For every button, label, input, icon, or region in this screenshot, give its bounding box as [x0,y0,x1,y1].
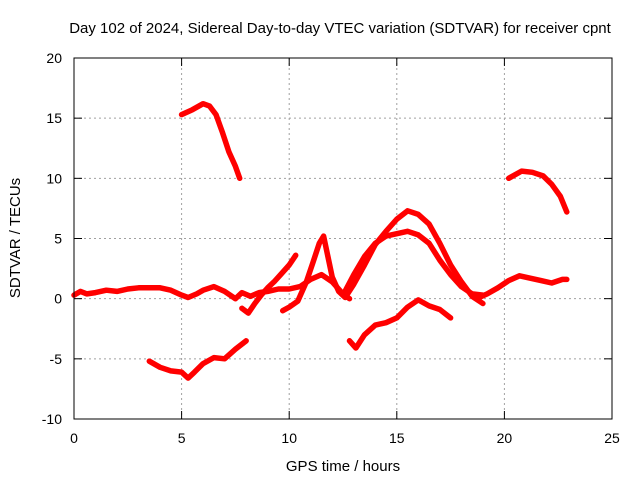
x-tick-label: 10 [281,430,297,446]
series-line-arc-3 [146,338,249,381]
series-line-arc-1 [178,100,243,182]
y-axis-label: SDTVAR / TECUs [7,178,24,298]
y-tick-label: 15 [46,110,62,126]
x-tick-label: 0 [70,430,78,446]
y-tick-label: 5 [54,231,62,247]
series-line-arc-7 [340,228,486,298]
series-line-arc-4 [71,271,353,302]
x-axis-label: GPS time / hours [286,458,400,475]
series-layer [71,100,570,381]
ticks: 0 5 10 15 20 25 -10 -5 0 5 10 15 20 [42,50,620,446]
series-line-arc-5 [239,252,299,316]
x-tick-label: 15 [389,430,405,446]
y-tick-label: -5 [50,351,63,367]
grid [74,58,612,419]
x-tick-label: 25 [604,430,620,446]
x-tick-label: 20 [497,430,513,446]
series-line-arc-6 [279,208,486,314]
series-line-arc-9 [473,273,570,302]
y-tick-label: 20 [46,50,62,66]
series-line-arc-8 [346,297,454,351]
chart-title: Day 102 of 2024, Sidereal Day-to-day VTE… [69,20,611,37]
y-tick-label: 10 [46,170,62,186]
x-tick-label: 5 [178,430,186,446]
y-tick-label: 0 [54,291,62,307]
y-tick-label: -10 [42,411,62,427]
series-line-arc-2 [505,168,570,215]
